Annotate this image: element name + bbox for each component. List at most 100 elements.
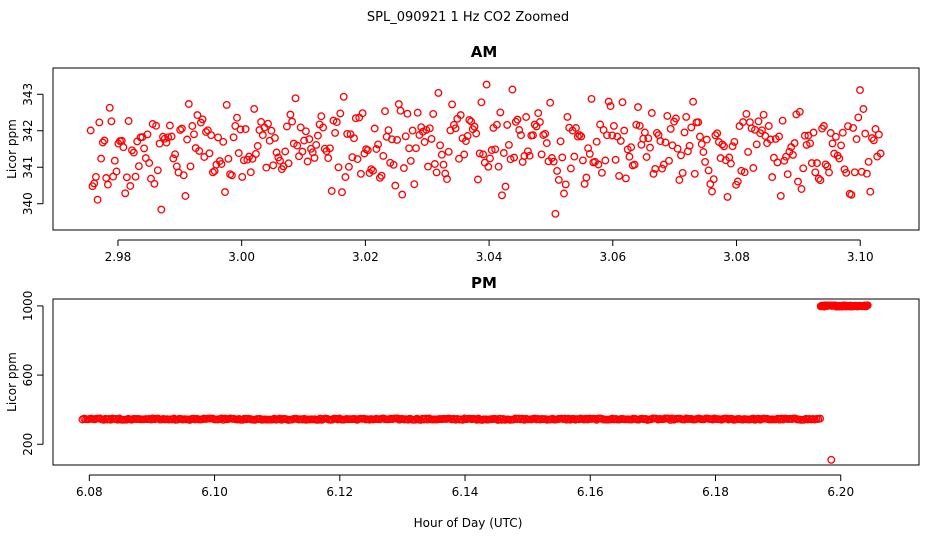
data-point — [98, 138, 107, 147]
data-point — [406, 156, 415, 165]
data-point — [86, 126, 95, 135]
data-point — [443, 175, 451, 184]
data-point — [761, 132, 770, 140]
data-point — [233, 113, 241, 122]
data-point — [377, 171, 386, 180]
data-point — [573, 132, 582, 141]
data-point — [561, 180, 570, 189]
data-point — [229, 133, 238, 142]
data-point — [145, 159, 154, 167]
data-point — [618, 98, 627, 107]
data-point — [611, 155, 620, 164]
data-point — [159, 132, 167, 141]
x-tick-label: 6.14 — [452, 485, 479, 499]
data-point — [675, 176, 684, 184]
data-point — [813, 159, 821, 168]
data-point — [537, 150, 546, 159]
data-point — [680, 128, 689, 137]
data-point — [479, 150, 488, 159]
data-point — [296, 123, 305, 132]
data-point — [317, 112, 326, 121]
data-point — [460, 150, 469, 159]
data-point — [224, 154, 233, 163]
data-point — [554, 175, 563, 184]
data-point — [325, 144, 334, 153]
data-point — [854, 113, 863, 122]
data-point — [424, 162, 432, 171]
data-point — [379, 151, 388, 160]
data-point — [341, 173, 350, 182]
data-point — [689, 97, 698, 106]
data-point — [534, 109, 543, 118]
data-point — [350, 134, 358, 143]
data-point — [508, 85, 517, 94]
data-point — [286, 110, 295, 119]
data-point — [687, 123, 696, 132]
data-point — [188, 122, 197, 130]
data-point — [535, 118, 544, 126]
data-point — [251, 149, 260, 158]
data-point — [864, 157, 873, 166]
data-point — [288, 117, 297, 126]
data-point — [726, 159, 735, 168]
data-point — [128, 146, 136, 155]
data-point — [241, 125, 250, 134]
data-point — [780, 156, 789, 165]
x-tick-label: 3.06 — [599, 250, 626, 264]
data-point — [630, 160, 639, 169]
data-point — [656, 137, 665, 146]
data-point — [849, 123, 858, 132]
data-point — [470, 122, 479, 131]
data-point — [720, 142, 728, 151]
data-point — [439, 160, 448, 169]
data-point — [570, 152, 579, 161]
x-tick-label: 3.08 — [723, 250, 750, 264]
data-point — [95, 118, 104, 127]
data-point — [749, 164, 758, 172]
data-point — [728, 142, 737, 151]
data-point — [112, 167, 121, 176]
data-point — [496, 108, 505, 117]
data-point — [788, 150, 797, 159]
data-point — [250, 104, 259, 113]
data-point — [658, 164, 667, 173]
data-point — [186, 162, 195, 171]
data-point — [484, 162, 493, 171]
data-point — [752, 140, 761, 149]
data-point — [499, 149, 508, 157]
data-point — [391, 181, 400, 190]
data-point — [866, 187, 875, 196]
data-point — [558, 153, 567, 162]
data-point — [608, 131, 617, 140]
data-point — [91, 172, 100, 181]
data-point — [525, 151, 534, 160]
data-point — [427, 134, 436, 143]
data-point — [663, 111, 672, 120]
data-point — [412, 144, 420, 153]
data-point — [620, 126, 629, 135]
data-point — [153, 166, 162, 175]
data-point — [491, 145, 500, 154]
data-point — [208, 168, 217, 177]
data-point — [157, 205, 166, 214]
data-point — [429, 109, 438, 118]
x-tick-label: 6.18 — [702, 485, 729, 499]
data-point — [549, 157, 558, 166]
data-point — [606, 102, 615, 111]
data-point — [541, 129, 550, 138]
data-point — [455, 154, 463, 163]
y-tick-label: 1000 — [21, 291, 35, 322]
data-point — [312, 140, 321, 149]
data-point — [665, 156, 673, 165]
data-point — [356, 169, 365, 178]
data-point — [754, 117, 763, 126]
x-tick-label: 6.10 — [201, 485, 228, 499]
data-point — [859, 105, 868, 113]
data-point — [129, 148, 138, 157]
data-point — [603, 131, 611, 140]
panel-am-title: AM — [471, 43, 498, 61]
data-point — [384, 126, 393, 135]
data-point — [783, 170, 792, 179]
data-point — [795, 107, 804, 116]
data-point — [140, 144, 149, 153]
